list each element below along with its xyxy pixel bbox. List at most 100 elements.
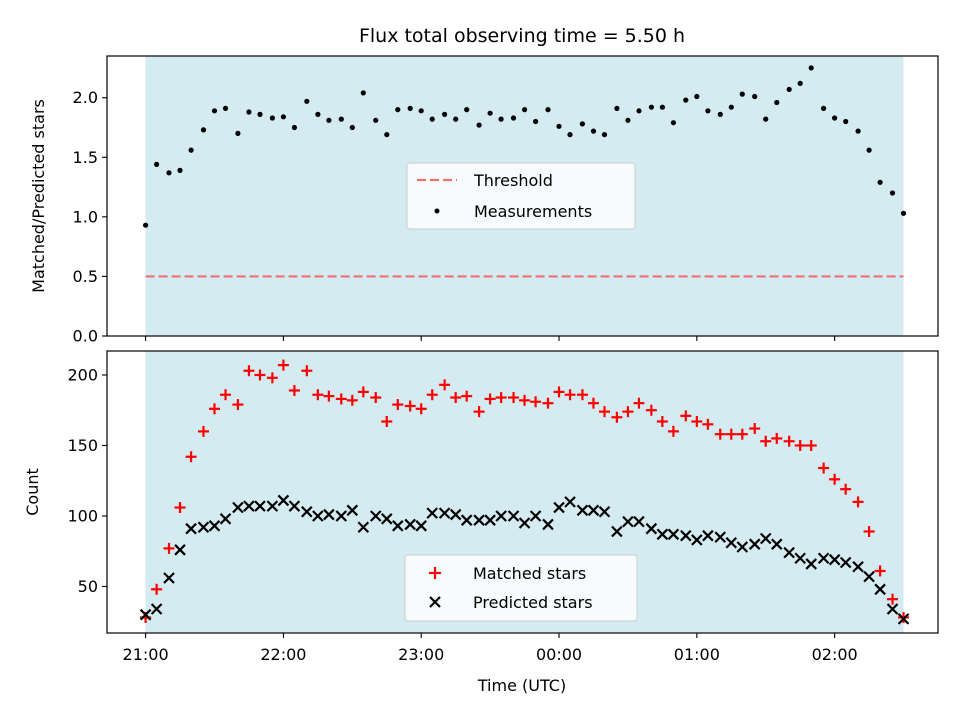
- measurement-point: [177, 167, 183, 173]
- measurement-point: [545, 107, 551, 113]
- measurement-point: [786, 86, 792, 92]
- matched-star-marker: [633, 397, 645, 409]
- predicted-star-marker: [185, 522, 197, 535]
- predicted-star-markers: [139, 494, 910, 625]
- matched-star-marker: [301, 365, 313, 377]
- matched-star-marker: [288, 384, 300, 396]
- predicted-marker-b: [426, 507, 439, 519]
- matched-star-marker: [818, 462, 830, 474]
- matched-star-marker: [404, 400, 416, 412]
- matched-star-marker: [232, 399, 244, 411]
- matched-star-marker: [553, 386, 565, 398]
- matched-star-marker: [840, 483, 852, 495]
- measurement-point: [510, 115, 517, 121]
- predicted-star-marker: [852, 560, 864, 573]
- predicted-marker-b: [863, 570, 875, 583]
- measurement-point: [821, 105, 827, 111]
- predicted-marker-b: [266, 500, 279, 512]
- matched-star-marker: [335, 393, 347, 405]
- measurement-point: [360, 90, 366, 96]
- measurement-point: [752, 93, 758, 100]
- predicted-marker-b: [404, 518, 416, 531]
- matched-star-marker: [277, 359, 289, 371]
- predicted-marker-b: [254, 500, 266, 512]
- matched-star-marker: [667, 425, 679, 437]
- predicted-marker-b: [357, 521, 370, 534]
- matched-star-marker: [174, 502, 186, 514]
- measurement-point: [464, 107, 470, 113]
- predicted-star-marker: [759, 532, 772, 545]
- predicted-star-marker: [438, 507, 451, 519]
- measurement-point: [636, 108, 642, 114]
- figure-title: Flux total observing time = 5.50 h: [359, 25, 685, 47]
- predicted-star-marker: [507, 510, 520, 522]
- top-x-ticks: [145, 336, 836, 341]
- measurement-point: [418, 108, 424, 114]
- matched-star-marker: [473, 406, 485, 418]
- matched-star-marker: [426, 389, 438, 401]
- predicted-marker-b: [633, 515, 645, 528]
- predicted-star-marker: [219, 513, 232, 525]
- measurement-point: [291, 124, 297, 131]
- predicted-marker-b: [748, 538, 761, 550]
- predicted-star-marker: [208, 520, 221, 532]
- matched-star-marker: [484, 393, 496, 405]
- predicted-marker-b: [886, 603, 899, 615]
- measurement-point: [694, 93, 700, 100]
- measurement-point: [648, 104, 655, 110]
- measurement-point: [315, 111, 321, 117]
- predicted-star-marker: [702, 529, 714, 542]
- predicted-star-marker: [288, 500, 301, 512]
- predicted-star-marker: [611, 525, 623, 538]
- measurement-point: [429, 116, 435, 122]
- measurement-point: [556, 123, 562, 129]
- measurement-point: [522, 107, 528, 113]
- matched-star-marker: [370, 392, 382, 404]
- predicted-star-marker: [886, 603, 899, 615]
- predicted-marker-b: [691, 534, 703, 546]
- measurement-point: [683, 97, 689, 103]
- measurement-point: [739, 91, 745, 97]
- predicted-star-marker: [828, 553, 841, 566]
- predicted-marker-b: [839, 556, 852, 569]
- predicted-marker-b: [852, 560, 864, 573]
- predicted-star-marker: [714, 531, 727, 543]
- predicted-marker-b: [507, 510, 520, 522]
- measurement-point: [717, 111, 723, 117]
- measurement-point: [866, 147, 872, 153]
- measurement-point: [442, 111, 448, 117]
- predicted-marker-b: [232, 501, 244, 514]
- predicted-star-marker: [736, 541, 749, 553]
- matched-star-marker: [312, 389, 324, 401]
- legend-predicted-swatch: [429, 596, 441, 608]
- predicted-star-marker: [163, 572, 175, 584]
- matched-star-marker: [783, 435, 795, 447]
- predicted-marker-b: [805, 558, 817, 570]
- matched-star-marker: [519, 394, 531, 406]
- measurement-point: [567, 132, 573, 138]
- measurement-point: [326, 117, 332, 123]
- top-y-tick-label: 1.5: [73, 148, 98, 167]
- predicted-marker-b: [794, 552, 806, 565]
- predicted-marker-b: [150, 603, 163, 615]
- legend-threshold-label: Threshold: [473, 171, 553, 190]
- predicted-star-marker: [346, 504, 359, 517]
- measurement-point: [498, 116, 504, 122]
- predicted-star-marker: [794, 552, 806, 565]
- predicted-marker-b: [449, 508, 462, 521]
- matched-star-marker: [645, 404, 657, 416]
- matched-star-marker: [576, 389, 588, 401]
- predicted-star-marker: [691, 534, 703, 546]
- predicted-star-marker: [817, 552, 830, 565]
- x-axis-label: Time (UTC): [477, 676, 566, 695]
- predicted-marker-b: [335, 510, 348, 522]
- predicted-marker-b: [702, 529, 714, 542]
- matched-star-marker: [323, 390, 335, 402]
- predicted-marker-b: [484, 514, 496, 526]
- measurement-point: [889, 190, 896, 196]
- predicted-marker-b: [380, 513, 393, 525]
- matched-star-marker: [461, 390, 473, 402]
- predicted-star-marker: [725, 536, 738, 549]
- matched-star-marker: [702, 418, 714, 430]
- measurement-point: [166, 170, 172, 176]
